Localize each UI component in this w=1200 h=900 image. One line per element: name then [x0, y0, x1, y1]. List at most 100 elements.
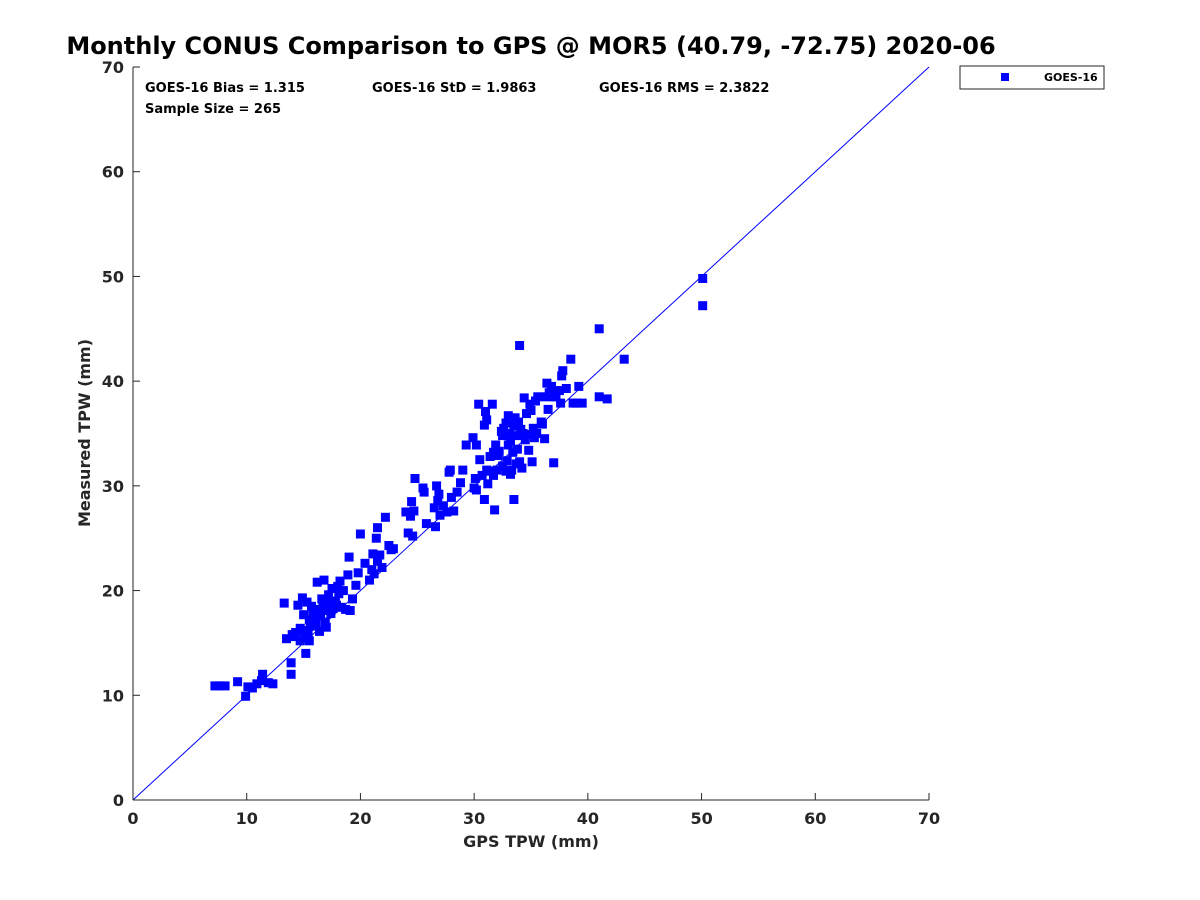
data-point: [515, 341, 525, 350]
data-point: [551, 392, 561, 402]
x-tick-label: 40: [577, 809, 599, 828]
data-point: [324, 590, 334, 600]
x-axis-label: GPS TPW (mm): [463, 832, 599, 851]
data-point: [514, 417, 523, 427]
data-point: [263, 678, 273, 688]
data-point: [368, 549, 378, 559]
data-point: [375, 550, 385, 560]
data-point: [325, 598, 335, 608]
data-point: [431, 522, 440, 532]
data-point: [351, 580, 361, 590]
sample-size-annotation: Sample Size = 265: [145, 102, 281, 117]
y-tick-label: 70: [102, 58, 124, 77]
data-point: [369, 569, 379, 579]
data-point: [409, 506, 419, 516]
data-point: [360, 558, 370, 568]
data-point: [524, 445, 534, 455]
data-point: [371, 533, 381, 543]
data-point: [698, 274, 708, 283]
data-point: [410, 474, 420, 483]
data-point: [445, 465, 455, 475]
chart-title: Monthly CONUS Comparison to GPS @ MOR5 (…: [66, 32, 995, 60]
data-point: [252, 679, 262, 689]
data-point: [556, 398, 566, 408]
data-point: [456, 478, 465, 488]
data-point: [458, 465, 468, 475]
data-point: [303, 630, 313, 640]
data-point: [241, 691, 251, 701]
data-point: [315, 626, 324, 636]
data-point: [338, 586, 348, 596]
data-point: [373, 523, 382, 533]
data-point: [520, 435, 530, 445]
data-point: [332, 600, 341, 610]
data-point: [508, 447, 518, 457]
x-ticks: 0 10 20 30 40 50 60 70: [127, 793, 940, 828]
data-point: [526, 406, 536, 415]
data-point: [525, 399, 535, 409]
data-point: [474, 399, 484, 409]
data-point: [333, 581, 343, 591]
data-point: [518, 429, 528, 438]
data-point: [503, 411, 513, 421]
data-point: [519, 393, 529, 403]
data-point: [438, 501, 448, 511]
data-point: [542, 378, 552, 388]
data-point: [377, 563, 387, 572]
data-point: [348, 594, 357, 604]
data-point: [549, 458, 559, 468]
data-point: [401, 507, 411, 517]
y-ticks: 0 10 20 30 40 50 60 70: [102, 58, 140, 810]
data-point: [305, 621, 315, 631]
data-point: [282, 634, 291, 644]
data-point: [594, 392, 604, 402]
data-point: [301, 648, 311, 658]
data-point: [528, 423, 538, 433]
data-point: [594, 324, 604, 334]
data-point: [566, 354, 576, 364]
data-point: [561, 384, 571, 393]
data-point: [481, 407, 490, 416]
data-point: [429, 503, 439, 513]
data-point: [435, 510, 445, 520]
data-point: [558, 366, 568, 376]
axes: [132, 67, 929, 801]
x-tick-label: 60: [804, 809, 826, 828]
data-point: [501, 418, 511, 428]
data-point: [509, 495, 519, 504]
x-tick-label: 20: [349, 809, 371, 828]
data-point: [344, 552, 354, 562]
data-point: [334, 589, 344, 599]
data-point: [316, 611, 326, 621]
data-point: [479, 420, 489, 430]
data-point: [543, 404, 553, 414]
legend-box: [959, 65, 1105, 90]
data-point: [317, 594, 327, 604]
data-point: [523, 430, 533, 439]
data-point: [507, 465, 517, 475]
data-point: [406, 511, 415, 521]
data-point: [509, 421, 519, 431]
data-point: [421, 519, 431, 529]
data-point: [312, 577, 322, 587]
data-point: [365, 575, 374, 585]
data-point: [433, 496, 443, 505]
data-point: [577, 398, 587, 408]
data-point: [220, 681, 230, 691]
x-tick-label: 30: [463, 809, 485, 828]
y-tick-label: 30: [102, 477, 124, 496]
data-point: [479, 495, 489, 504]
bias-annotation: GOES-16 Bias = 1.315: [145, 81, 305, 96]
data-point: [434, 489, 444, 499]
data-point: [407, 497, 417, 507]
y-tick-label: 40: [102, 372, 124, 391]
data-point: [527, 457, 537, 467]
y-tick-label: 0: [113, 791, 124, 810]
data-point: [355, 529, 365, 539]
data-point: [574, 381, 584, 391]
x-tick-label: 10: [236, 809, 258, 828]
data-point: [483, 479, 493, 489]
data-point: [499, 423, 509, 433]
data-point: [432, 481, 442, 491]
